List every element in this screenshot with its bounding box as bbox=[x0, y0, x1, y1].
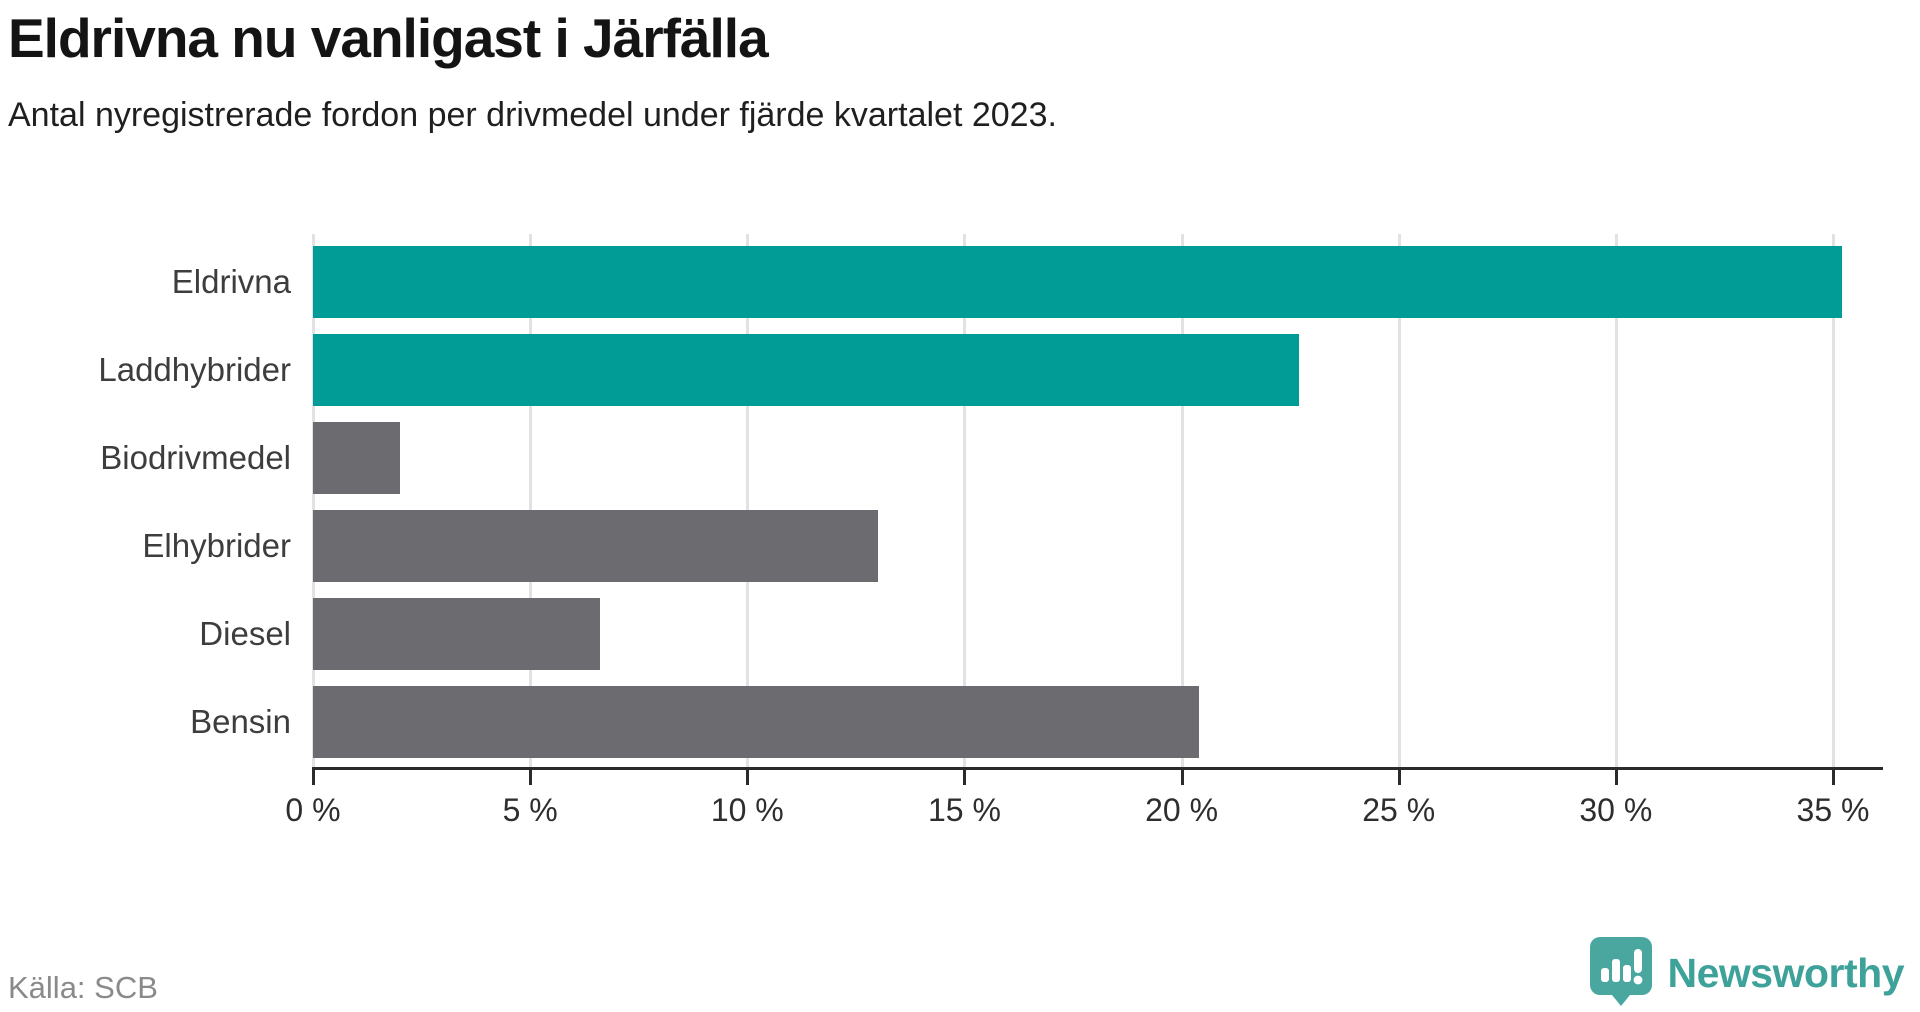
category-label-elhybrider: Elhybrider bbox=[142, 527, 291, 564]
category-label-diesel: Diesel bbox=[199, 615, 291, 652]
x-tick-label: 5 % bbox=[502, 792, 558, 828]
x-axis-tick bbox=[1832, 769, 1835, 785]
x-axis-tick bbox=[746, 769, 750, 785]
x-axis-line bbox=[312, 767, 1883, 770]
gridline bbox=[1180, 234, 1184, 767]
x-axis-tick bbox=[1614, 769, 1618, 785]
x-axis-tick bbox=[1180, 769, 1184, 785]
brand-logo: Newsworthy bbox=[1588, 936, 1905, 1008]
chart-subtitle: Antal nyregistrerade fordon per drivmede… bbox=[8, 96, 1057, 134]
gridline bbox=[1397, 234, 1401, 767]
bar-eldrivna bbox=[313, 246, 1842, 318]
x-axis-tick bbox=[963, 769, 967, 785]
x-tick-label: 25 % bbox=[1362, 792, 1436, 828]
newsworthy-speech-bubble-chart-icon bbox=[1588, 935, 1654, 1012]
x-axis-tick bbox=[312, 769, 315, 785]
bar-bensin bbox=[313, 686, 1199, 758]
x-tick-label: 20 % bbox=[1145, 792, 1219, 828]
x-axis-tick bbox=[529, 769, 533, 785]
gridline bbox=[1832, 234, 1835, 767]
gridline bbox=[529, 234, 533, 767]
category-label-laddhybrider: Laddhybrider bbox=[98, 351, 291, 388]
bar-laddhybrider bbox=[313, 334, 1299, 406]
x-tick-label: 10 % bbox=[710, 792, 784, 828]
bar-diesel bbox=[313, 598, 600, 670]
x-tick-label: 30 % bbox=[1579, 792, 1653, 828]
bar-biodrivmedel bbox=[313, 422, 400, 494]
category-label-eldrivna: Eldrivna bbox=[171, 263, 291, 300]
gridline bbox=[312, 234, 315, 767]
brand-name: Newsworthy bbox=[1667, 949, 1905, 996]
gridline bbox=[746, 234, 750, 767]
x-tick-label: 35 % bbox=[1796, 792, 1870, 828]
source-note: Källa: SCB bbox=[8, 970, 158, 1005]
bar-elhybrider bbox=[313, 510, 878, 582]
category-label-bensin: Bensin bbox=[190, 703, 291, 740]
x-axis-tick bbox=[1397, 769, 1401, 785]
x-tick-label: 15 % bbox=[927, 792, 1001, 828]
x-tick-label: 0 % bbox=[285, 792, 341, 828]
category-label-biodrivmedel: Biodrivmedel bbox=[100, 439, 291, 476]
gridline bbox=[1614, 234, 1618, 767]
page-title: Eldrivna nu vanligast i Järfälla bbox=[8, 7, 769, 69]
gridline bbox=[963, 234, 967, 767]
